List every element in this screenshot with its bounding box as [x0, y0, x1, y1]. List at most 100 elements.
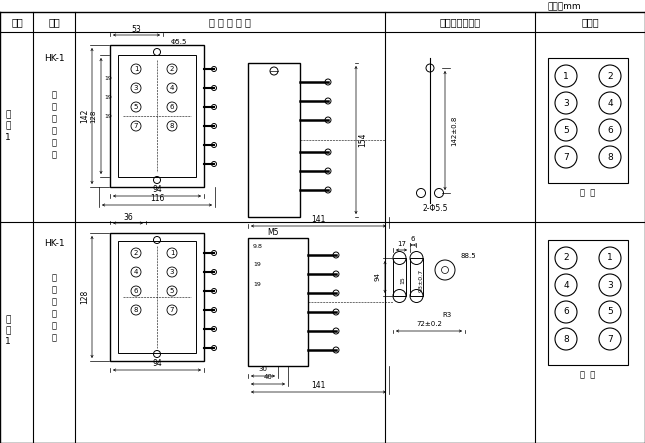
Text: 19: 19 — [104, 114, 112, 119]
Text: 2: 2 — [170, 66, 174, 72]
Text: 式: 式 — [52, 298, 57, 307]
Text: 线: 线 — [52, 151, 57, 159]
Text: 7: 7 — [134, 123, 138, 129]
Text: 6: 6 — [411, 236, 415, 242]
Text: 背  视: 背 视 — [580, 370, 595, 380]
Bar — [548, 58, 628, 183]
Text: 出: 出 — [52, 285, 57, 295]
Text: 1: 1 — [5, 338, 11, 346]
Text: Φ5.5: Φ5.5 — [171, 39, 187, 45]
Text: 53: 53 — [132, 24, 141, 34]
Text: 2-Φ5.5: 2-Φ5.5 — [422, 203, 448, 213]
Text: 94: 94 — [374, 272, 380, 281]
Text: 5: 5 — [170, 288, 174, 294]
Text: HK-1: HK-1 — [44, 238, 64, 248]
Text: 端子图: 端子图 — [581, 17, 599, 27]
Text: 141: 141 — [312, 381, 326, 389]
Text: 19: 19 — [104, 76, 112, 81]
Text: 图: 图 — [5, 121, 11, 131]
Text: 6: 6 — [134, 288, 138, 294]
Bar — [118, 241, 196, 353]
Text: 出: 出 — [52, 102, 57, 112]
Text: 外 形 尺 寸 图: 外 形 尺 寸 图 — [209, 17, 251, 27]
Text: 图号: 图号 — [11, 17, 23, 27]
Text: 7: 7 — [607, 334, 613, 343]
Text: 凸: 凸 — [52, 273, 57, 283]
Bar — [548, 240, 628, 365]
Text: HK-1: HK-1 — [44, 54, 64, 62]
Text: 3: 3 — [134, 85, 138, 91]
Text: 17: 17 — [397, 241, 406, 247]
Bar — [393, 258, 406, 296]
Text: 94: 94 — [152, 184, 162, 194]
Text: 3: 3 — [607, 280, 613, 289]
Text: 1: 1 — [134, 66, 138, 72]
Bar — [110, 233, 204, 361]
Text: 141: 141 — [312, 214, 326, 224]
Text: 142±0.8: 142±0.8 — [451, 115, 457, 146]
Text: 附: 附 — [5, 110, 11, 120]
Text: 6: 6 — [170, 104, 174, 110]
Text: 8: 8 — [563, 334, 569, 343]
Text: 6: 6 — [563, 307, 569, 316]
Text: 结构: 结构 — [48, 17, 60, 27]
Text: 19: 19 — [253, 263, 261, 268]
Text: 8: 8 — [134, 307, 138, 313]
Bar — [110, 45, 204, 187]
Bar — [248, 63, 300, 217]
Text: 94: 94 — [152, 358, 162, 368]
Text: 1: 1 — [5, 132, 11, 141]
Text: 安装开孔尺寸图: 安装开孔尺寸图 — [439, 17, 481, 27]
Text: 6: 6 — [607, 125, 613, 135]
Text: 线: 线 — [52, 334, 57, 342]
Text: 2: 2 — [134, 250, 138, 256]
Text: 2: 2 — [563, 253, 569, 263]
Text: 后: 后 — [52, 310, 57, 319]
Bar — [118, 55, 196, 177]
Text: 接: 接 — [52, 322, 57, 330]
Text: 7: 7 — [563, 152, 569, 162]
Text: 19: 19 — [253, 281, 261, 287]
Text: 1: 1 — [607, 253, 613, 263]
Text: 9.8: 9.8 — [253, 244, 263, 249]
Text: 30: 30 — [259, 366, 268, 372]
Text: 3: 3 — [170, 269, 174, 275]
Text: 4: 4 — [170, 85, 174, 91]
Text: 93±0.7: 93±0.7 — [419, 268, 424, 291]
Text: 图: 图 — [5, 326, 11, 335]
Text: 1: 1 — [170, 250, 174, 256]
Text: 1: 1 — [563, 71, 569, 81]
Text: 4: 4 — [134, 269, 138, 275]
Text: 128: 128 — [81, 290, 90, 304]
Text: 4: 4 — [563, 280, 569, 289]
Text: 4: 4 — [607, 98, 613, 108]
Text: 3: 3 — [563, 98, 569, 108]
Text: 凸: 凸 — [52, 90, 57, 100]
Text: 8: 8 — [607, 152, 613, 162]
Text: 附: 附 — [5, 315, 11, 325]
Text: 40: 40 — [264, 374, 272, 380]
Text: 式: 式 — [52, 114, 57, 124]
Text: 88.5: 88.5 — [460, 253, 476, 259]
Text: 前: 前 — [52, 127, 57, 136]
Text: 8: 8 — [170, 123, 174, 129]
Text: 7: 7 — [170, 307, 174, 313]
Text: 128: 128 — [90, 109, 96, 123]
Text: 单位：mm: 单位：mm — [548, 3, 582, 12]
Text: 前  视: 前 视 — [580, 189, 595, 198]
Text: 接: 接 — [52, 139, 57, 148]
Text: 5: 5 — [563, 125, 569, 135]
Text: 5: 5 — [134, 104, 138, 110]
Bar — [248, 238, 308, 366]
Text: M5: M5 — [267, 228, 279, 237]
Bar — [410, 258, 423, 296]
Text: 19: 19 — [104, 95, 112, 100]
Text: R3: R3 — [442, 312, 451, 318]
Text: 36: 36 — [123, 213, 133, 222]
Text: 142: 142 — [81, 109, 90, 123]
Text: 2: 2 — [607, 71, 613, 81]
Text: 15: 15 — [401, 276, 406, 284]
Text: 72±0.2: 72±0.2 — [416, 321, 442, 327]
Text: 5: 5 — [607, 307, 613, 316]
Text: 116: 116 — [150, 194, 164, 202]
